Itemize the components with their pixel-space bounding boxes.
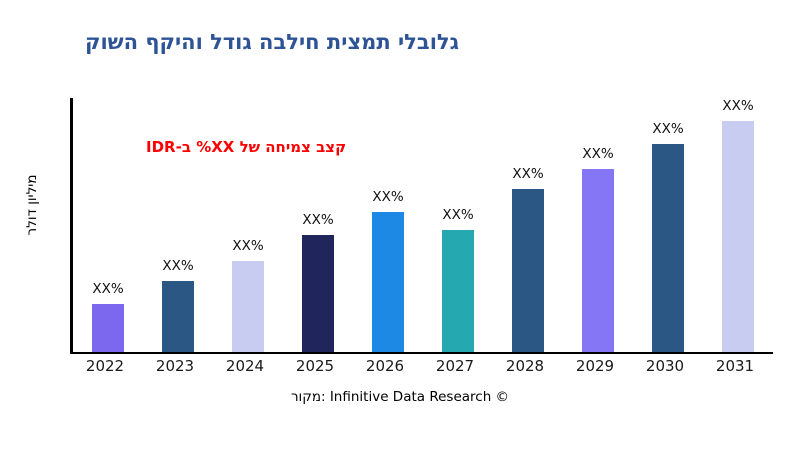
bar-2028 bbox=[512, 189, 544, 352]
x-tick-2022: 2022 bbox=[85, 357, 125, 375]
bar-2031 bbox=[722, 121, 754, 352]
x-axis-ticks: 2022 2023 2024 2025 2026 2027 2028 2029 2030 2031 bbox=[70, 357, 770, 375]
plot-area: קצב צמיחה של XX% ב-IDR XX% XX% XX% XX% XX% XX… bbox=[70, 98, 773, 354]
bar-value-label: XX% bbox=[162, 257, 194, 274]
bar-2026 bbox=[372, 212, 404, 352]
x-tick-2027: 2027 bbox=[435, 357, 475, 375]
bar-column-2027: XX% bbox=[423, 98, 493, 352]
x-tick-2025: 2025 bbox=[295, 357, 335, 375]
bar-2022 bbox=[92, 303, 124, 352]
bar-value-label: XX% bbox=[372, 189, 404, 206]
bar-2030 bbox=[652, 143, 684, 352]
x-tick-2029: 2029 bbox=[575, 357, 615, 375]
bar-column-2026: XX% bbox=[353, 98, 423, 352]
bar-column-2031: XX% bbox=[703, 98, 773, 352]
bar-column-2023: XX% bbox=[143, 98, 213, 352]
x-tick-2031: 2031 bbox=[715, 357, 755, 375]
source-footer: מקור: Infinitive Data Research © bbox=[290, 389, 510, 405]
bar-value-label: XX% bbox=[302, 212, 334, 229]
bar-2029 bbox=[582, 169, 614, 352]
x-tick-2026: 2026 bbox=[365, 357, 405, 375]
x-tick-2024: 2024 bbox=[225, 357, 265, 375]
bar-column-2024: XX% bbox=[213, 98, 283, 352]
x-tick-2028: 2028 bbox=[505, 357, 545, 375]
bar-value-label: XX% bbox=[92, 280, 124, 297]
x-tick-2030: 2030 bbox=[645, 357, 685, 375]
bar-column-2022: XX% bbox=[73, 98, 143, 352]
bar-value-label: XX% bbox=[722, 98, 754, 114]
growth-rate-annotation: קצב צמיחה של XX% ב-IDR bbox=[146, 138, 347, 156]
y-axis-label: מיליון דולר bbox=[24, 174, 40, 236]
bar-column-2028: XX% bbox=[493, 98, 563, 352]
bar-column-2025: XX% bbox=[283, 98, 353, 352]
bar-value-label: XX% bbox=[582, 146, 614, 163]
bar-value-label: XX% bbox=[442, 207, 474, 224]
bar-2027 bbox=[442, 230, 474, 352]
bar-2025 bbox=[302, 235, 334, 352]
bar-2023 bbox=[162, 280, 194, 352]
chart-title: גלובלי תמצית חילבה גודל והיקף השוק bbox=[85, 30, 459, 54]
bar-value-label: XX% bbox=[652, 120, 684, 137]
bar-value-label: XX% bbox=[512, 166, 544, 183]
x-tick-2023: 2023 bbox=[155, 357, 195, 375]
bars-region: XX% XX% XX% XX% XX% XX% XX% XX% XX% XX% bbox=[73, 98, 773, 352]
bar-column-2030: XX% bbox=[633, 98, 703, 352]
bar-2024 bbox=[232, 260, 264, 352]
bar-value-label: XX% bbox=[232, 237, 264, 254]
bar-column-2029: XX% bbox=[563, 98, 633, 352]
